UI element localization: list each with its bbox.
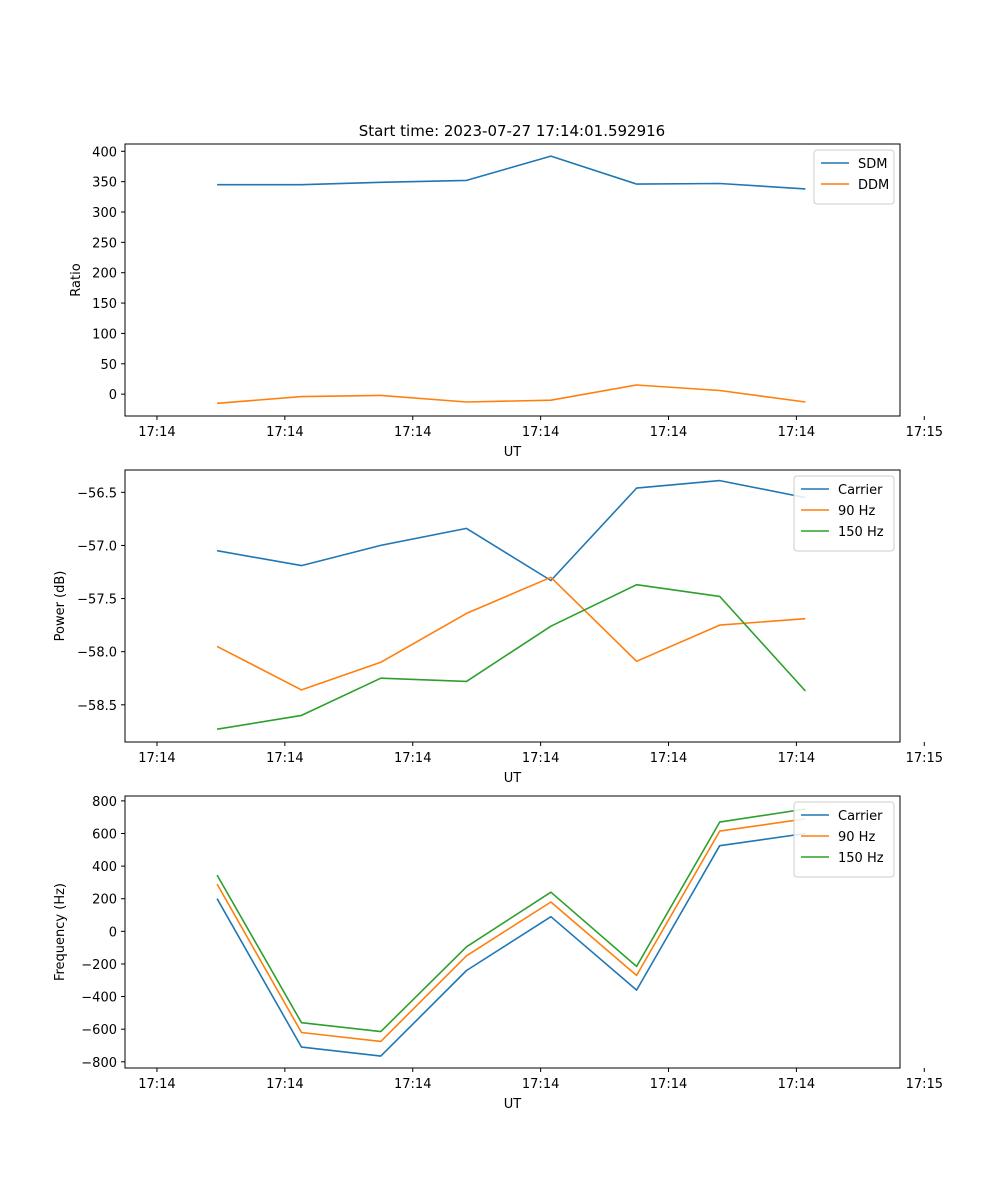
x-axis-label: UT (504, 1097, 522, 1112)
x-tick-label: 17:14 (266, 751, 303, 766)
x-tick-label: 17:14 (522, 425, 559, 440)
legend-label: Carrier (838, 809, 883, 824)
y-tick-label: −58.0 (77, 646, 117, 661)
legend-label: Carrier (838, 483, 883, 498)
x-tick-label: 17:14 (266, 1077, 303, 1092)
y-tick-label: 200 (92, 893, 117, 908)
y-tick-label: 600 (92, 828, 117, 843)
x-axis-label: UT (504, 771, 522, 786)
x-tick-label: 17:14 (650, 1077, 687, 1092)
x-tick-label: 17:14 (266, 425, 303, 440)
y-axis-label: Frequency (Hz) (53, 883, 68, 981)
axes-frame (124, 143, 901, 417)
y-tick-label: −57.5 (77, 593, 117, 608)
x-tick-label: 17:14 (138, 751, 175, 766)
y-tick-label: 100 (92, 327, 117, 342)
legend-label: DDM (858, 178, 889, 193)
series-line-carrier (216, 832, 806, 1057)
y-tick-label: 150 (92, 297, 117, 312)
y-tick-label: 300 (92, 206, 117, 221)
series-line-90-hz (216, 818, 806, 1043)
chart-title: Start time: 2023-07-27 17:14:01.592916 (359, 122, 665, 140)
y-tick-label: 50 (100, 358, 117, 373)
y-tick-label: −600 (81, 1023, 117, 1038)
series-line-90-hz (216, 576, 806, 691)
legend-label: 150 Hz (838, 525, 884, 540)
y-tick-label: 200 (92, 267, 117, 282)
x-tick-label: 17:14 (138, 1077, 175, 1092)
x-tick-label: 17:14 (650, 425, 687, 440)
y-tick-label: −400 (81, 991, 117, 1006)
series-line-sdm (217, 155, 806, 190)
x-tick-label: 17:14 (522, 751, 559, 766)
series-line-carrier (216, 479, 806, 582)
legend-box (793, 801, 895, 878)
y-tick-label: −56.5 (77, 486, 117, 501)
y-axis-label: Ratio (69, 263, 84, 296)
x-tick-label: 17:14 (522, 1077, 559, 1092)
y-tick-label: 0 (109, 925, 117, 940)
legend-label: 90 Hz (838, 830, 875, 845)
x-tick-label: 17:14 (394, 425, 431, 440)
y-tick-label: 400 (92, 145, 117, 160)
legend: Carrier 90 Hz 150 Hz (793, 475, 895, 552)
legend-box (793, 475, 895, 552)
legend: Carrier 90 Hz 150 Hz (793, 801, 895, 878)
axes-frame (124, 469, 901, 743)
legend-label: 90 Hz (838, 504, 875, 519)
y-tick-label: −58.5 (77, 699, 117, 714)
series-line-150-hz (216, 583, 806, 730)
legend-label: SDM (858, 157, 887, 172)
x-tick-label: 17:15 (906, 425, 943, 440)
series-line-150-hz (216, 808, 806, 1033)
y-tick-label: 800 (92, 795, 117, 810)
x-tick-label: 17:14 (778, 1077, 815, 1092)
y-tick-label: 0 (109, 388, 117, 403)
x-tick-label: 17:14 (394, 1077, 431, 1092)
x-tick-label: 17:15 (906, 751, 943, 766)
legend-label: 150 Hz (838, 851, 884, 866)
legend: SDM DDM (813, 149, 895, 205)
y-axis-label: Power (dB) (53, 571, 68, 642)
x-tick-label: 17:14 (778, 751, 815, 766)
axes-frame (124, 795, 901, 1069)
subplot-2: −58.5 −58.0 −57.5 −57.0 −56.5 17:14 17:14 17:14… (53, 469, 943, 786)
x-tick-label: 17:14 (778, 425, 815, 440)
y-tick-label: −800 (81, 1056, 117, 1071)
series-line-ddm (217, 384, 806, 405)
x-tick-label: 17:14 (650, 751, 687, 766)
y-tick-label: 350 (92, 176, 117, 191)
y-tick-label: −57.0 (77, 539, 117, 554)
y-tick-label: −200 (81, 958, 117, 973)
x-tick-label: 17:14 (394, 751, 431, 766)
x-axis-label: UT (504, 445, 522, 460)
y-tick-label: 250 (92, 236, 117, 251)
subplot-1: 0 50 100 150 200 250 300 350 400 17:14 17:14 17:14 1… (69, 143, 943, 460)
subplot-3: −800 −600 −400 −200 0 200 400 600 800 17:14 17:14 1… (53, 795, 943, 1112)
y-tick-label: 400 (92, 860, 117, 875)
x-tick-label: 17:15 (906, 1077, 943, 1092)
x-tick-label: 17:14 (138, 425, 175, 440)
